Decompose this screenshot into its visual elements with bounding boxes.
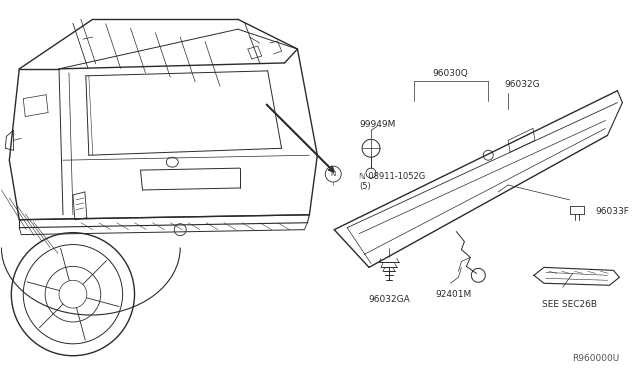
Text: R960000U: R960000U: [572, 354, 620, 363]
Text: 99949M: 99949M: [359, 120, 396, 129]
Text: (5): (5): [359, 182, 371, 190]
Text: ℕ 08911-1052G: ℕ 08911-1052G: [359, 171, 426, 180]
Text: 96030Q: 96030Q: [433, 69, 468, 78]
Text: N: N: [331, 171, 336, 177]
Text: SEE SEC26B: SEE SEC26B: [542, 299, 597, 309]
Text: 96033F: 96033F: [596, 207, 629, 216]
Text: 92401M: 92401M: [435, 290, 472, 299]
Text: 96032G: 96032G: [504, 80, 540, 89]
Text: 96032GA: 96032GA: [368, 295, 410, 304]
